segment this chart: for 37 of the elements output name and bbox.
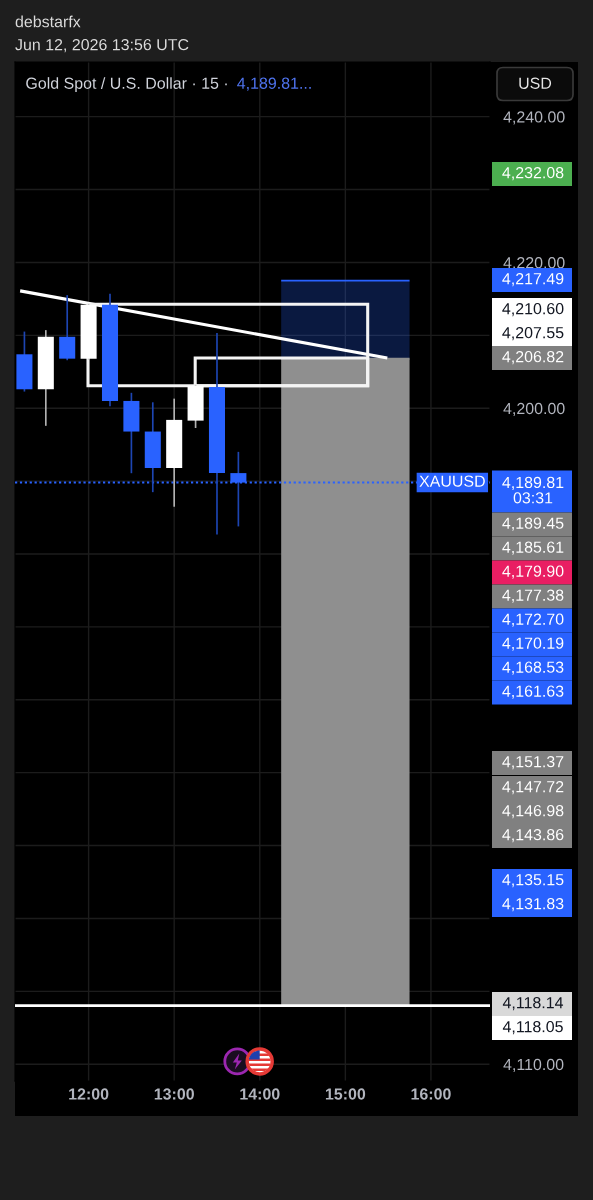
y-tick-label: 4,220.00 (503, 257, 565, 271)
text: 4,172.70 (502, 613, 564, 627)
annotation: XAUUSD (419, 475, 485, 487)
text: 4,177.38 (502, 589, 564, 603)
text: 4,118.14 (502, 996, 564, 1011)
text: 4,131.83 (502, 897, 564, 912)
x-tick-label: 15:00 (325, 1088, 366, 1100)
x-tick-label: 12:00 (69, 1088, 109, 1100)
text: 4,143.86 (502, 828, 564, 843)
text: 4,207.55 (502, 326, 564, 341)
text: debstarfx (15, 15, 81, 28)
text: 4,179.90 (502, 565, 564, 579)
y-tick-label: 4,110.00 (503, 1058, 564, 1073)
text: USD (519, 77, 552, 89)
text: Jun 12, 2026 13:56 UTC (15, 38, 189, 53)
text: 4,185.61 (502, 541, 564, 555)
text: 4,168.53 (502, 661, 564, 675)
text: 4,151.37 (502, 755, 564, 770)
annotation: 4,189.81... (237, 77, 311, 91)
x-tick-label: 13:00 (154, 1088, 194, 1100)
text: 4,232.08 (502, 166, 564, 181)
y-tick-label: 4,240.00 (503, 111, 565, 125)
text: 4,146.98 (502, 804, 564, 819)
x-tick-label: 16:00 (411, 1088, 451, 1100)
text: Gold Spot / U.S. Dollar · 15 · (26, 77, 227, 93)
text: 4,161.63 (502, 685, 564, 699)
text: 4,189.45 (502, 517, 564, 531)
text: 4,135.15 (502, 873, 564, 888)
text: 4,170.19 (502, 637, 564, 651)
text: 4,147.72 (502, 780, 564, 795)
y-tick-label: 4,200.00 (503, 402, 565, 417)
x-tick-label: 14:00 (240, 1088, 280, 1100)
ref-line-label: 4,118.05 (502, 1020, 563, 1035)
ref-line-label: 4,189.81 03:31 (502, 476, 564, 504)
text: 4,217.49 (502, 272, 564, 287)
text: 4,206.82 (502, 350, 564, 365)
text: 4,210.60 (502, 302, 564, 317)
